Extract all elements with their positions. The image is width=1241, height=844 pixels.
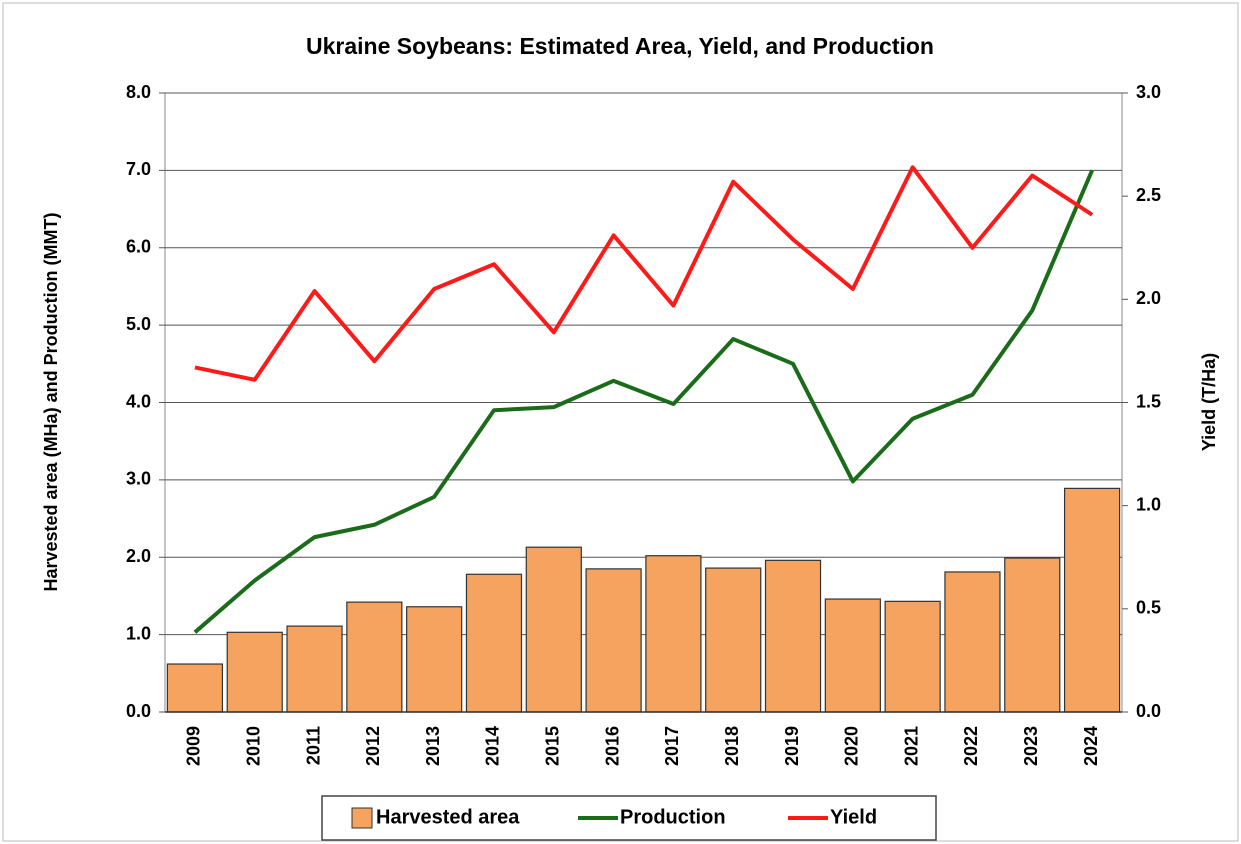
bar (764, 559, 822, 713)
x-tick-label: 2022 (961, 726, 981, 766)
y2-tick-label: 3.0 (1136, 82, 1161, 102)
x-tick-label: 2013 (423, 726, 443, 766)
x-tick-label: 2010 (243, 726, 263, 766)
y-tick-label: 6.0 (126, 237, 151, 257)
x-tick-label: 2018 (722, 726, 742, 766)
y-tick-label: 5.0 (126, 314, 151, 334)
y-axis-title: Harvested area (MHa) and Production (MMT… (41, 212, 61, 591)
y-tick-label: 7.0 (126, 159, 151, 179)
bar (346, 601, 403, 713)
y2-tick-label: 2.0 (1136, 288, 1161, 308)
bar (645, 555, 702, 713)
bar (465, 573, 523, 713)
line (193, 169, 1094, 634)
y-tick-label: 1.0 (126, 623, 151, 643)
legend-label: Yield (830, 806, 877, 828)
bar (884, 600, 941, 713)
legend-label: Harvested area (376, 806, 520, 828)
x-tick-label: 2023 (1021, 726, 1041, 766)
y2-tick-label: 0.0 (1136, 701, 1161, 721)
x-tick-label: 2014 (483, 726, 503, 766)
y2-tick-label: 0.5 (1136, 598, 1161, 618)
bar (406, 606, 463, 713)
legend-swatch (351, 807, 373, 829)
bar (286, 625, 343, 713)
y2-tick-label: 1.0 (1136, 494, 1161, 514)
bar (1004, 557, 1061, 713)
x-tick-label: 2015 (543, 726, 563, 766)
x-tick-label: 2020 (842, 726, 862, 766)
y2-tick-label: 1.5 (1136, 391, 1161, 411)
y-tick-label: 3.0 (126, 469, 151, 489)
x-tick-label: 2021 (901, 726, 921, 766)
line (194, 165, 1094, 382)
bar (166, 663, 224, 713)
x-tick-label: 2011 (303, 726, 323, 765)
x-tick-label: 2009 (184, 726, 204, 766)
chart-title: Ukraine Soybeans: Estimated Area, Yield,… (306, 33, 934, 59)
y-tick-label: 4.0 (126, 391, 151, 411)
bar (525, 546, 582, 713)
bar (705, 567, 762, 713)
x-tick-label: 2012 (363, 726, 383, 766)
y-tick-label: 8.0 (126, 82, 151, 102)
y-tick-label: 2.0 (126, 546, 151, 566)
x-tick-label: 2017 (662, 726, 682, 766)
x-tick-label: 2019 (782, 726, 802, 766)
bar (585, 568, 642, 713)
x-tick-label: 2016 (602, 726, 622, 766)
bar (1063, 487, 1121, 713)
legend-label: Production (620, 806, 726, 828)
y2-tick-label: 2.5 (1136, 185, 1161, 205)
bar (944, 571, 1001, 713)
bar (226, 631, 283, 713)
y-tick-label: 0.0 (126, 701, 151, 721)
y2-axis-title: Yield (T/Ha) (1199, 353, 1219, 451)
x-tick-label: 2024 (1081, 726, 1101, 766)
bar (824, 598, 881, 713)
legend-box (321, 795, 937, 841)
